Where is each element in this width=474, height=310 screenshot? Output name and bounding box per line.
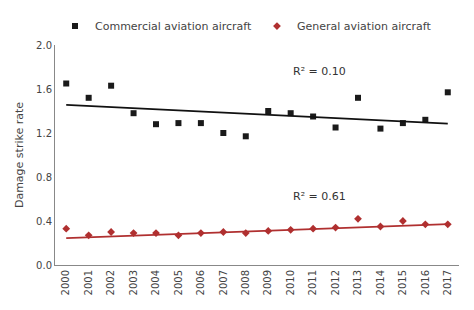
svg-text:2016: 2016 xyxy=(420,270,431,295)
svg-text:General aviation aircraft: General aviation aircraft xyxy=(297,20,432,33)
svg-text:1.2: 1.2 xyxy=(36,128,52,139)
svg-text:2005: 2005 xyxy=(173,270,184,295)
svg-text:2003: 2003 xyxy=(128,270,139,295)
svg-text:2009: 2009 xyxy=(262,270,273,295)
svg-text:0.0: 0.0 xyxy=(36,260,52,271)
svg-text:1.6: 1.6 xyxy=(36,84,52,95)
svg-text:2011: 2011 xyxy=(307,270,318,295)
svg-text:2017: 2017 xyxy=(442,270,453,295)
svg-text:2000: 2000 xyxy=(60,270,71,295)
svg-text:2015: 2015 xyxy=(397,270,408,295)
svg-text:2007: 2007 xyxy=(218,270,229,295)
svg-text:0.8: 0.8 xyxy=(36,172,52,183)
svg-text:2001: 2001 xyxy=(83,270,94,295)
svg-text:Commercial aviation aircraft: Commercial aviation aircraft xyxy=(95,20,252,33)
svg-text:2002: 2002 xyxy=(105,270,116,295)
svg-text:2014: 2014 xyxy=(375,270,386,295)
svg-text:2008: 2008 xyxy=(240,270,251,295)
svg-text:2006: 2006 xyxy=(195,270,206,295)
svg-text:R² = 0.61: R² = 0.61 xyxy=(293,190,346,203)
svg-text:0.4: 0.4 xyxy=(36,216,52,227)
svg-text:2012: 2012 xyxy=(330,270,341,295)
svg-text:2.0: 2.0 xyxy=(36,40,52,51)
svg-text:R² = 0.10: R² = 0.10 xyxy=(293,65,346,78)
svg-text:2013: 2013 xyxy=(352,270,363,295)
svg-text:Damage strike rate: Damage strike rate xyxy=(13,102,26,208)
svg-text:2004: 2004 xyxy=(150,270,161,295)
svg-text:2010: 2010 xyxy=(285,270,296,295)
